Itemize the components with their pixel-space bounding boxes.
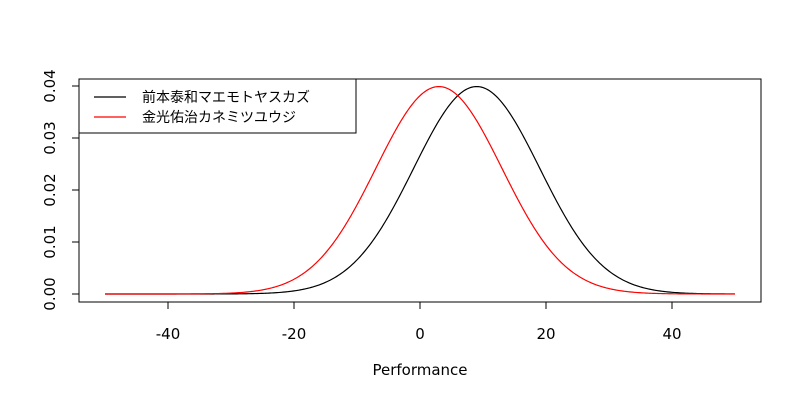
- y-tick-label: 0.02: [41, 173, 59, 206]
- series-line-2: [105, 85, 735, 295]
- x-tick-label: 40: [662, 325, 681, 343]
- x-tick-label: 20: [536, 325, 555, 343]
- legend-label: 金光佑治カネミツユウジ: [142, 110, 296, 126]
- y-tick-label: 0.03: [41, 121, 59, 154]
- series-lines: [105, 85, 735, 295]
- y-tick-label: 0.01: [41, 225, 59, 258]
- legend-label: 前本泰和マエモトヤスカズ: [142, 89, 310, 106]
- legend-box: [78, 78, 357, 134]
- x-tick-label: -40: [156, 325, 181, 343]
- y-tick-label: 0.00: [41, 277, 59, 310]
- y-axis: 0.00 0.01 0.02 0.03 0.04: [41, 69, 80, 311]
- x-tick-label: 0: [415, 325, 425, 343]
- x-axis: -40 -20 0 20 40: [156, 301, 682, 343]
- y-tick-label: 0.04: [41, 69, 59, 102]
- x-tick-label: -20: [282, 325, 307, 343]
- x-axis-title: Performance: [372, 361, 467, 379]
